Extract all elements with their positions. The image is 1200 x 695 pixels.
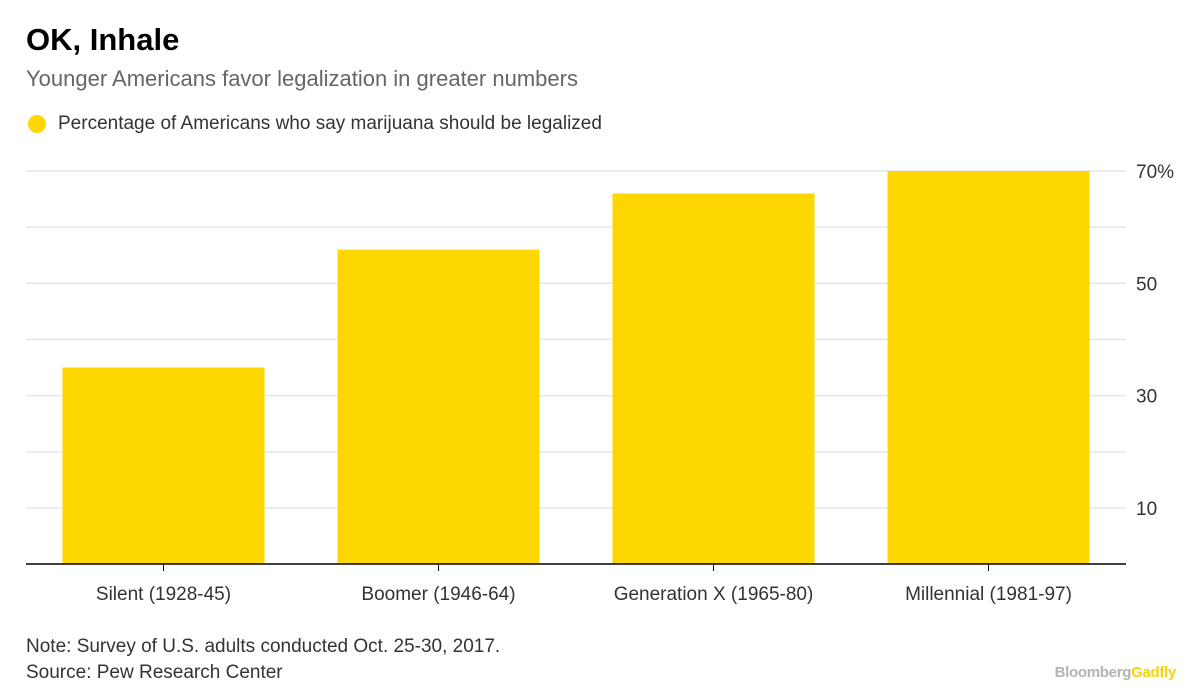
chart-note: Note: Survey of U.S. adults conducted Oc… — [26, 636, 501, 657]
brand-logo: BloombergGadfly — [1054, 664, 1177, 681]
chart-title: OK, Inhale — [26, 22, 180, 57]
bar — [337, 249, 540, 564]
x-tick-label: Silent (1928-45) — [96, 584, 231, 605]
chart-subtitle: Younger Americans favor legalization in … — [26, 66, 578, 91]
y-tick-label: 30 — [1136, 387, 1157, 408]
chart-legend: Percentage of Americans who say marijuan… — [28, 112, 602, 136]
x-tick-label: Boomer (1946-64) — [361, 584, 515, 605]
legend-label: Percentage of Americans who say marijuan… — [58, 113, 602, 134]
brand-logo-main: Bloomberg — [1054, 664, 1132, 681]
bar — [887, 171, 1090, 564]
bar — [612, 193, 815, 564]
bar — [62, 367, 265, 564]
y-tick-label: 70% — [1136, 162, 1174, 183]
chart-source: Source: Pew Research Center — [26, 662, 283, 683]
x-tick-label: Millennial (1981-97) — [905, 584, 1072, 605]
legend-swatch — [28, 115, 46, 133]
brand-logo-accent: Gadfly — [1131, 664, 1176, 681]
y-tick-label: 10 — [1136, 499, 1157, 520]
y-tick-label: 50 — [1136, 274, 1157, 295]
x-tick-label: Generation X (1965-80) — [614, 584, 814, 605]
